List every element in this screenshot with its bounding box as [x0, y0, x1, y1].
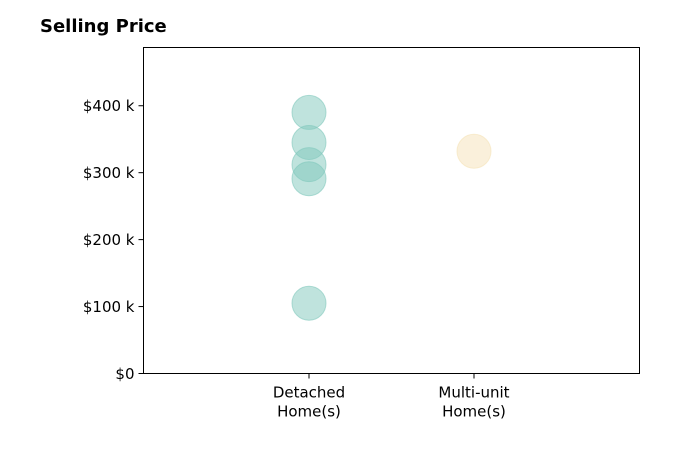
x-tick-label: Multi-unit Home(s): [438, 384, 509, 421]
data-point: [291, 161, 327, 197]
data-point: [291, 285, 327, 321]
x-tick-label: Detached Home(s): [273, 384, 345, 421]
chart-title: Selling Price: [40, 16, 167, 37]
plot-area-frame: [143, 47, 640, 374]
data-point: [291, 94, 327, 130]
y-tick-label: $100 k: [83, 298, 135, 316]
y-tick-label: $200 k: [83, 231, 135, 249]
y-tick-label: $300 k: [83, 164, 135, 182]
y-tick-label: $0: [115, 365, 134, 383]
data-point: [456, 133, 492, 169]
y-tick-label: $400 k: [83, 97, 135, 115]
